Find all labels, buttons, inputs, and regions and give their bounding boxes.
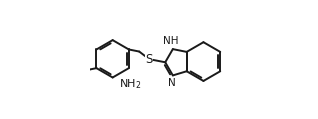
Text: S: S	[145, 53, 153, 66]
Text: NH: NH	[163, 36, 178, 46]
Text: NH$_2$: NH$_2$	[119, 77, 142, 91]
Text: N: N	[168, 78, 175, 88]
